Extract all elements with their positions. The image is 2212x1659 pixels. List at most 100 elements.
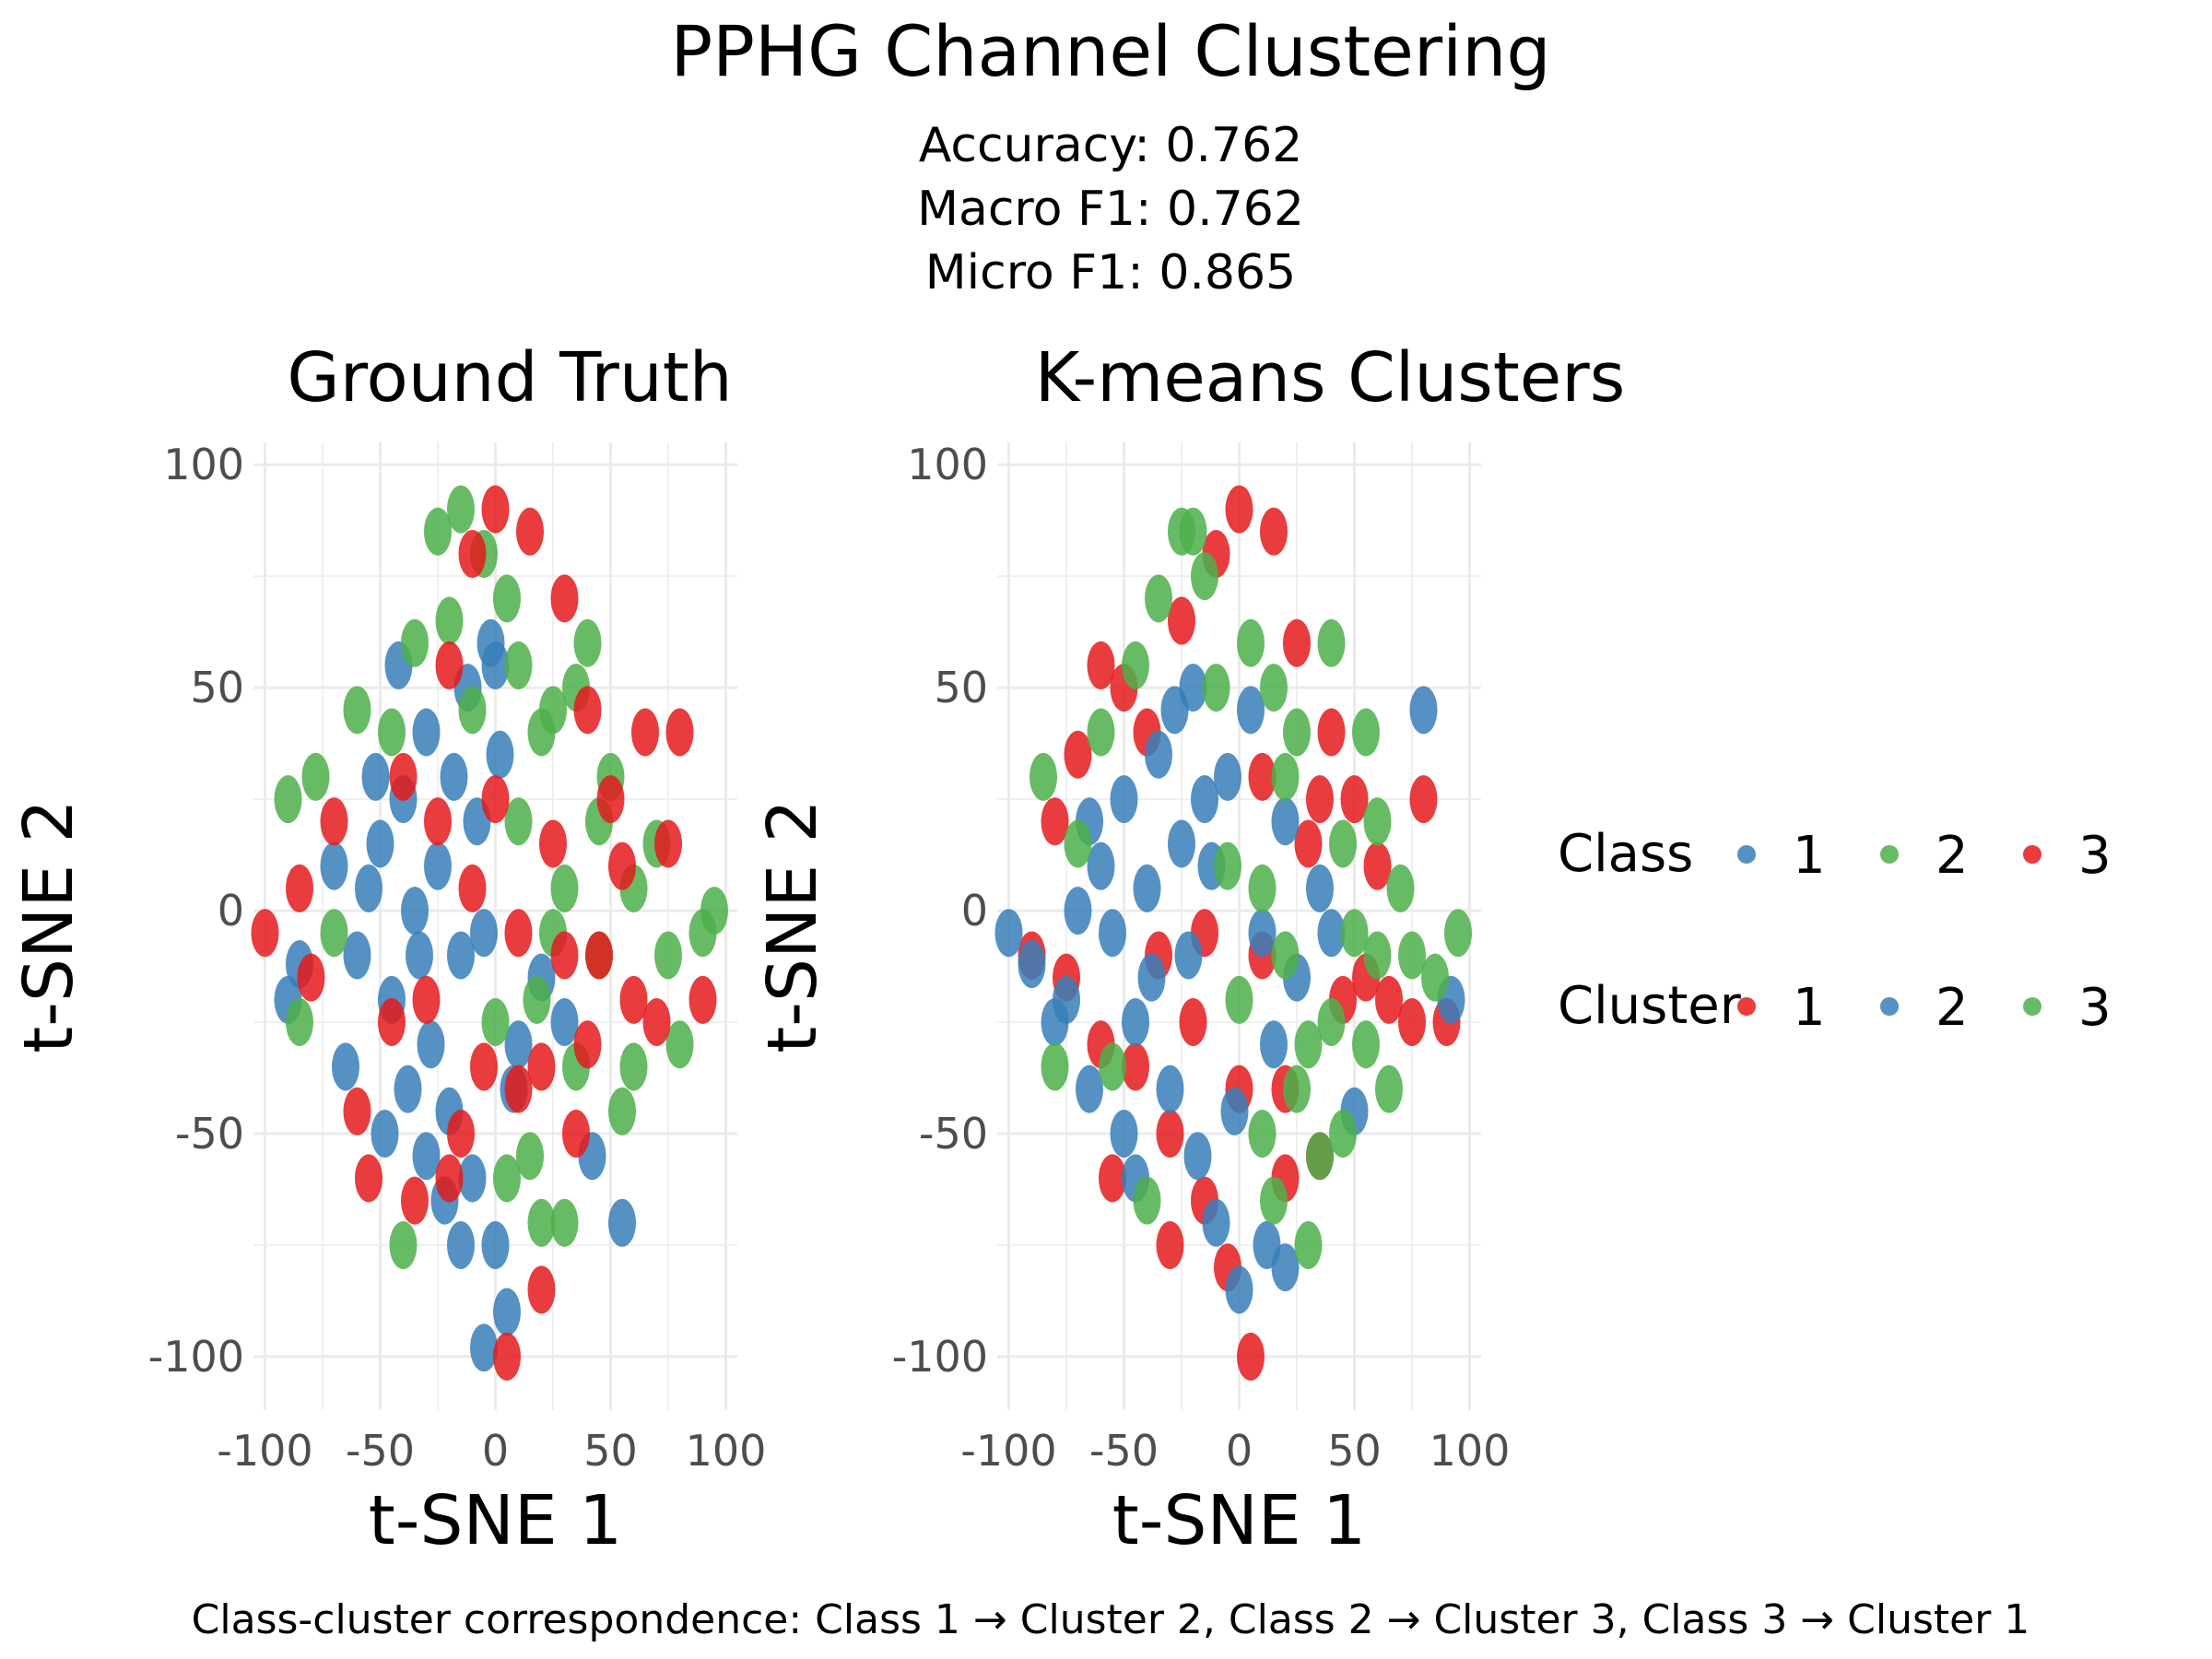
scatter-point <box>1260 664 1288 712</box>
scatter-point <box>608 841 636 890</box>
scatter-point <box>1237 686 1265 735</box>
scatter-point <box>1133 864 1161 912</box>
scatter-point <box>401 887 429 935</box>
y-tick-label: -50 <box>175 1109 244 1159</box>
scatter-point <box>1225 975 1253 1024</box>
scatter-point <box>1398 931 1426 980</box>
x-tick-label: -50 <box>1089 1426 1159 1476</box>
scatter-point <box>1363 841 1392 890</box>
scatter-point <box>1191 775 1218 824</box>
scatter-point <box>1122 1042 1149 1091</box>
scatter-point <box>458 864 487 912</box>
scatter-point <box>1306 864 1334 912</box>
scatter-point <box>1225 485 1253 534</box>
scatter-point <box>550 574 579 623</box>
x-tick-label: -50 <box>346 1426 415 1476</box>
scatter-point <box>1156 1110 1184 1158</box>
scatter-point <box>1248 752 1277 801</box>
scatter-point <box>1133 1176 1161 1225</box>
metric-macro-f1: Macro F1: 0.762 <box>917 182 1304 237</box>
scatter-point <box>1329 819 1357 868</box>
x-tick-label: -100 <box>960 1426 1056 1476</box>
y-tick-label: 0 <box>218 886 244 935</box>
scatter-point <box>527 1198 556 1247</box>
scatter-point <box>596 775 625 824</box>
scatter-point <box>343 686 371 735</box>
scatter-point <box>1041 797 1069 846</box>
y-tick-label: -50 <box>919 1109 988 1159</box>
scatter-point <box>1248 864 1277 912</box>
scatter-point <box>1202 664 1230 712</box>
scatter-point <box>1156 1065 1184 1113</box>
y-tick-label: 50 <box>934 663 988 712</box>
scatter-point <box>700 887 728 935</box>
x-tick-label: 100 <box>686 1426 767 1476</box>
scatter-point <box>401 1176 429 1225</box>
scatter-point <box>1260 507 1288 556</box>
legend-label: 1 <box>1793 826 1826 886</box>
scatter-point <box>481 485 510 534</box>
scatter-point <box>424 797 452 846</box>
scatter-point <box>516 1132 544 1181</box>
scatter-point <box>631 708 659 757</box>
scatter-point <box>1145 574 1172 623</box>
scatter-point <box>1237 1332 1265 1381</box>
x-axis-title: t-SNE 1 <box>1112 1481 1366 1560</box>
scatter-point <box>1352 708 1380 757</box>
scatter-point <box>424 507 452 556</box>
scatter-point <box>481 641 510 689</box>
scatter-point <box>1398 998 1426 1047</box>
scatter-point <box>1220 1087 1249 1135</box>
scatter-point <box>527 1042 556 1091</box>
scatter-point <box>1260 1020 1288 1069</box>
scatter-point <box>1168 819 1195 868</box>
scatter-point <box>1363 797 1392 846</box>
scatter-point <box>1306 775 1334 824</box>
scatter-point <box>1375 975 1403 1024</box>
scatter-point <box>1041 1042 1069 1091</box>
y-tick-label: -100 <box>148 1332 244 1382</box>
scatter-point <box>573 1020 602 1069</box>
scatter-point <box>1260 1176 1288 1225</box>
x-axis-title: t-SNE 1 <box>369 1481 622 1560</box>
scatter-point <box>516 507 544 556</box>
scatter-point <box>573 618 602 667</box>
scatter-point <box>1156 1220 1184 1269</box>
x-tick-label: -100 <box>217 1426 312 1476</box>
scatter-point <box>504 909 533 958</box>
scatter-point <box>481 775 510 824</box>
legend-key <box>1737 997 1756 1016</box>
scatter-point <box>1137 953 1166 1002</box>
scatter-point <box>527 708 556 757</box>
scatter-point <box>301 752 330 801</box>
y-tick-label: 100 <box>907 440 988 489</box>
legend-label: 2 <box>1936 826 1969 886</box>
scatter-point <box>435 596 464 645</box>
kmeans-panel: -100 -50 0 50 100 -100 -50 0 50 100 K-means Cluste… <box>753 338 1625 1560</box>
panel-title: K-means Clusters <box>1035 338 1626 418</box>
metric-micro-f1: Micro F1: 0.865 <box>925 245 1296 300</box>
series-cluster-2 <box>994 664 1465 1314</box>
legend-key <box>1880 997 1899 1016</box>
scatter-point <box>608 1087 636 1135</box>
scatter-point <box>654 931 682 980</box>
scatter-point <box>1363 931 1392 980</box>
scatter-point <box>1340 909 1369 958</box>
scatter-point <box>1122 641 1149 689</box>
x-tick-label: 50 <box>1327 1426 1382 1476</box>
scatter-point <box>665 1020 694 1069</box>
scatter-point <box>1283 1065 1311 1113</box>
figure-title: PPHG Channel Clustering <box>670 10 1550 92</box>
scatter-point <box>406 931 433 980</box>
scatter-point <box>424 841 452 890</box>
scatter-point <box>389 1220 418 1269</box>
series-cluster-3 <box>1030 507 1472 1269</box>
y-tick-label: 50 <box>190 663 244 712</box>
scatter-point <box>550 998 579 1047</box>
scatter-point <box>320 909 348 958</box>
scatter-point <box>1076 1065 1103 1113</box>
y-tick-label: 0 <box>961 886 988 935</box>
scatter-point <box>1271 797 1300 846</box>
scatter-point <box>562 1110 590 1158</box>
y-tick-label: 100 <box>163 440 244 489</box>
